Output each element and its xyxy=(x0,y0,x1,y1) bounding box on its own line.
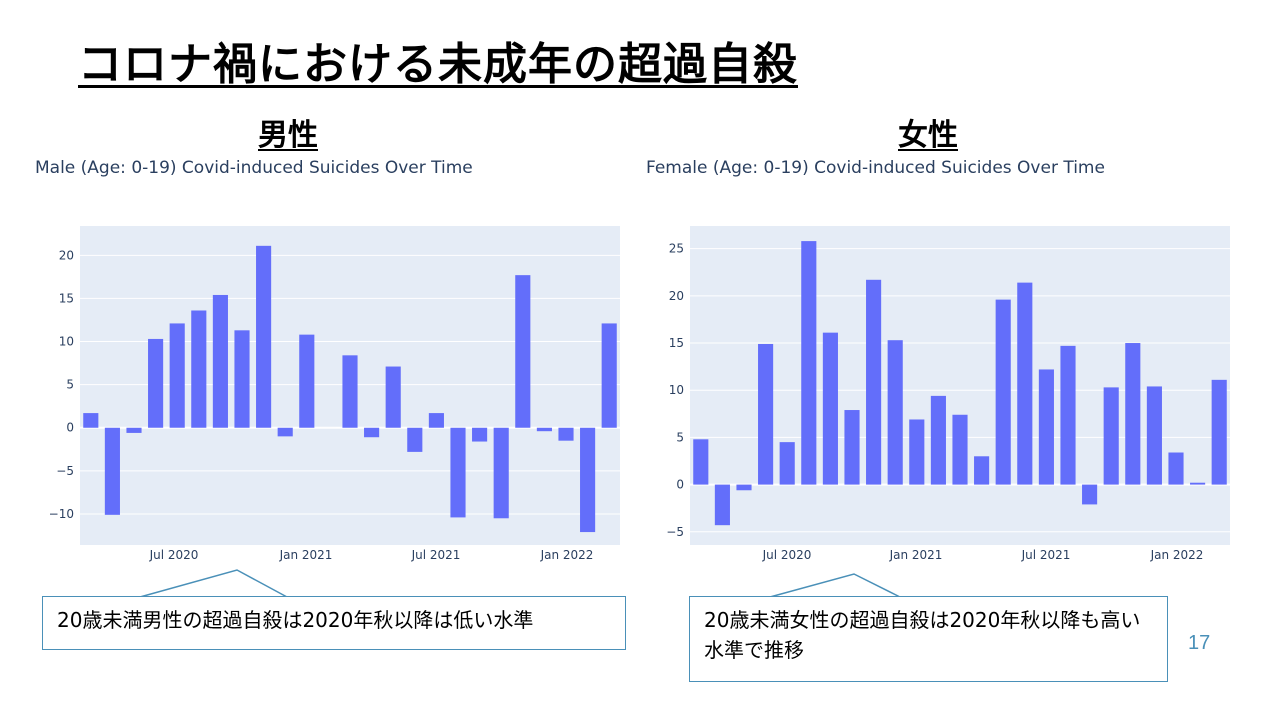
bar xyxy=(844,410,860,485)
male-heading: 男性 xyxy=(258,118,318,153)
bar xyxy=(952,414,968,485)
bar xyxy=(1103,387,1119,485)
y-tick-label: 10 xyxy=(669,383,684,397)
bar xyxy=(104,427,120,515)
bar xyxy=(866,279,882,485)
x-tick-label: Jan 2021 xyxy=(279,548,333,562)
slide-title: コロナ禍における未成年の超過自殺 xyxy=(78,39,798,90)
bar xyxy=(714,484,730,526)
bar xyxy=(758,343,774,485)
x-tick-label: Jan 2022 xyxy=(540,548,594,562)
bar xyxy=(212,294,228,428)
x-tick-label: Jul 2020 xyxy=(762,548,812,562)
y-tick-label: 20 xyxy=(59,248,74,262)
bar xyxy=(1168,452,1184,485)
bar xyxy=(1017,282,1033,485)
bar xyxy=(995,299,1011,485)
bar xyxy=(536,427,552,432)
bar xyxy=(191,310,207,428)
y-tick-label: 15 xyxy=(59,291,74,305)
bar xyxy=(736,484,752,491)
y-tick-label: −5 xyxy=(56,464,74,478)
y-tick-label: 25 xyxy=(669,242,684,256)
bar xyxy=(1211,379,1227,485)
bar xyxy=(364,427,380,438)
y-tick-label: 20 xyxy=(669,289,684,303)
bar xyxy=(1038,369,1054,485)
male-callout-box: 20歳未満男性の超過自殺は2020年秋以降は低い水準 xyxy=(42,596,626,650)
bar xyxy=(234,330,250,428)
bar xyxy=(779,442,795,485)
bar xyxy=(558,427,574,441)
bar xyxy=(1060,345,1076,485)
y-tick-label: 15 xyxy=(669,336,684,350)
bar xyxy=(601,323,617,428)
bar xyxy=(822,332,838,485)
bar xyxy=(148,338,164,428)
male-callout-text: 20歳未満男性の超過自殺は2020年秋以降は低い水準 xyxy=(57,608,534,632)
female-chart-title: Female (Age: 0-19) Covid-induced Suicide… xyxy=(646,158,1105,178)
bar xyxy=(580,427,596,533)
y-tick-label: 0 xyxy=(66,421,74,435)
page-number: 17 xyxy=(1188,632,1211,654)
female-callout-box: 20歳未満女性の超過自殺は2020年秋以降も高い水準で推移 xyxy=(689,596,1168,682)
x-tick-label: Jan 2021 xyxy=(889,548,943,562)
bar xyxy=(909,419,925,485)
bar xyxy=(83,413,99,428)
x-tick-label: Jul 2020 xyxy=(149,548,199,562)
x-tick-label: Jul 2021 xyxy=(1021,548,1071,562)
y-tick-label: 10 xyxy=(59,335,74,349)
bar xyxy=(342,355,358,428)
bar xyxy=(169,323,185,428)
bar xyxy=(801,241,817,485)
female-callout-text: 20歳未満女性の超過自殺は2020年秋以降も高い水準で推移 xyxy=(704,608,1141,662)
x-tick-label: Jul 2021 xyxy=(411,548,461,562)
female-heading: 女性 xyxy=(898,118,958,153)
y-tick-label: 5 xyxy=(66,378,74,392)
y-tick-label: −10 xyxy=(49,507,74,521)
bar xyxy=(450,427,466,518)
bar xyxy=(515,275,531,428)
bar xyxy=(1125,343,1141,485)
bar xyxy=(1146,386,1162,485)
bar xyxy=(428,413,444,428)
bar xyxy=(126,427,142,433)
bar xyxy=(385,366,401,428)
y-tick-label: 0 xyxy=(676,478,684,492)
bar xyxy=(256,245,272,428)
bar xyxy=(493,427,509,519)
bar xyxy=(1082,484,1098,505)
male-chart-title: Male (Age: 0-19) Covid-induced Suicides … xyxy=(35,158,473,178)
bar xyxy=(407,427,423,452)
bar xyxy=(277,427,293,437)
y-tick-label: −5 xyxy=(666,525,684,539)
bar xyxy=(930,395,946,485)
bar xyxy=(472,427,488,442)
bar xyxy=(974,456,990,485)
bar xyxy=(887,340,903,485)
bar xyxy=(1190,482,1206,485)
bar xyxy=(693,439,709,485)
y-tick-label: 5 xyxy=(676,430,684,444)
bar xyxy=(299,334,315,428)
x-tick-label: Jan 2022 xyxy=(1150,548,1204,562)
